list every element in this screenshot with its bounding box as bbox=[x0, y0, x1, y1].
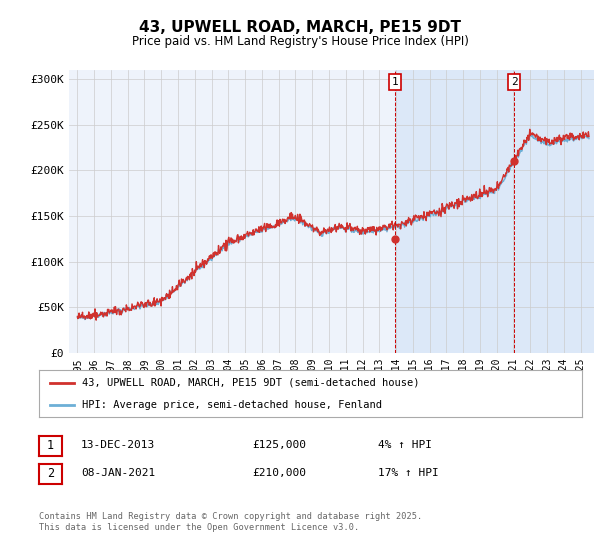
Text: 43, UPWELL ROAD, MARCH, PE15 9DT: 43, UPWELL ROAD, MARCH, PE15 9DT bbox=[139, 20, 461, 35]
Text: 4% ↑ HPI: 4% ↑ HPI bbox=[378, 440, 432, 450]
Text: 1: 1 bbox=[392, 77, 398, 87]
Text: 2: 2 bbox=[47, 467, 54, 480]
Bar bbox=[395, 70, 594, 353]
Text: £125,000: £125,000 bbox=[252, 440, 306, 450]
Text: £210,000: £210,000 bbox=[252, 468, 306, 478]
Text: 13-DEC-2013: 13-DEC-2013 bbox=[81, 440, 155, 450]
Text: 2: 2 bbox=[511, 77, 518, 87]
Text: Contains HM Land Registry data © Crown copyright and database right 2025.
This d: Contains HM Land Registry data © Crown c… bbox=[39, 512, 422, 532]
Text: HPI: Average price, semi-detached house, Fenland: HPI: Average price, semi-detached house,… bbox=[82, 400, 382, 410]
Text: 08-JAN-2021: 08-JAN-2021 bbox=[81, 468, 155, 478]
Text: 1: 1 bbox=[47, 439, 54, 452]
Text: 43, UPWELL ROAD, MARCH, PE15 9DT (semi-detached house): 43, UPWELL ROAD, MARCH, PE15 9DT (semi-d… bbox=[82, 378, 420, 388]
Text: 17% ↑ HPI: 17% ↑ HPI bbox=[378, 468, 439, 478]
Text: Price paid vs. HM Land Registry's House Price Index (HPI): Price paid vs. HM Land Registry's House … bbox=[131, 35, 469, 48]
